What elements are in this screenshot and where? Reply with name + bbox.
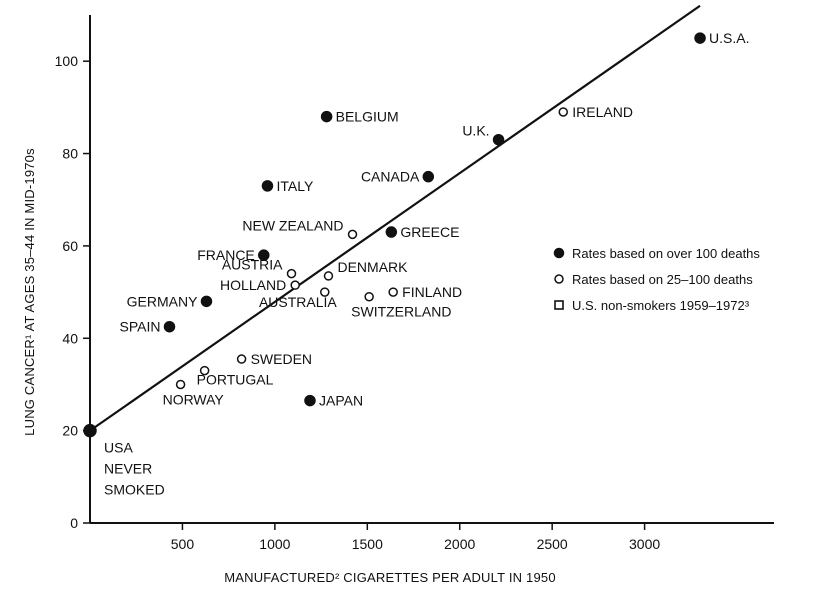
point-label-line: AUSTRALIA (259, 294, 337, 310)
data-point (492, 133, 505, 146)
point-label: AUSTRIA (222, 257, 283, 273)
point-label-line: ITALY (276, 178, 313, 194)
point-label-line: AUSTRIA (222, 257, 283, 273)
data-point (258, 249, 270, 261)
data-point (388, 287, 398, 297)
y-tick-label: 40 (62, 330, 78, 346)
point-label-line: JAPAN (319, 393, 363, 409)
legend-circle-marker (554, 274, 564, 284)
point-label-line: U.K. (462, 123, 489, 139)
point-label-line: SPAIN (120, 319, 161, 335)
data-point (320, 287, 330, 297)
point-label-line: CANADA (361, 169, 420, 185)
data-points (83, 32, 706, 438)
point-label: PORTUGAL (197, 372, 274, 388)
point-label: BELGIUM (336, 109, 399, 125)
regression-line-layer (89, 4, 701, 432)
y-tick-label: 60 (62, 238, 78, 254)
data-point (347, 229, 358, 240)
point-label-line: SWEDEN (251, 351, 312, 367)
point-label-line: SMOKED (104, 482, 165, 498)
point-label: GREECE (400, 224, 459, 240)
legend-label: Rates based on 25–100 deaths (572, 272, 753, 287)
point-label-line: FINLAND (402, 284, 462, 300)
point-label-line: BELGIUM (336, 109, 399, 125)
point-label: FINLAND (402, 284, 462, 300)
point-label-line: U.S.A. (709, 30, 749, 46)
legend-square-marker (554, 300, 564, 310)
point-label: SWEDEN (251, 351, 312, 367)
data-point (320, 110, 333, 123)
x-tick-label: 1000 (259, 536, 290, 552)
data-point (364, 291, 374, 302)
point-label: IRELAND (572, 104, 633, 120)
data-point (323, 271, 334, 281)
point-label-line: HOLLAND (220, 277, 286, 293)
point-label: AUSTRALIA (259, 294, 337, 310)
legend-label: U.S. non-smokers 1959–1972³ (572, 298, 750, 313)
point-label-line: FRANCE (197, 247, 255, 263)
legend-circle-marker (553, 247, 565, 259)
axes: 0 20 40 60 80 100 500 1000 1500 2000 2500 3000 (55, 15, 774, 552)
data-point (175, 379, 186, 390)
x-tick-label: 1500 (352, 536, 383, 552)
point-label: U.S.A. (709, 30, 749, 46)
data-point (558, 107, 569, 117)
x-axis-label: MANUFACTURED² CIGARETTES PER ADULT IN 19… (224, 570, 556, 585)
point-label: U.K. (462, 123, 489, 139)
point-label: FRANCE (197, 247, 255, 263)
data-point (694, 32, 706, 44)
data-point (199, 365, 210, 376)
point-label: HOLLAND (220, 277, 286, 293)
y-tick-label: 80 (62, 146, 78, 162)
data-point (304, 394, 316, 407)
regression-line (89, 4, 701, 432)
point-label: NEW ZEALAND (242, 217, 343, 233)
point-label: CANADA (361, 169, 420, 185)
point-label: SPAIN (120, 319, 161, 335)
legend: Rates based on over 100 deaths Rates base… (553, 246, 760, 313)
data-point (200, 295, 213, 308)
point-label-line: NEVER (104, 461, 152, 477)
data-point (236, 354, 247, 364)
x-tick-label: 500 (171, 536, 195, 552)
point-label-line: IRELAND (572, 104, 633, 120)
point-label-line: DENMARK (337, 259, 408, 275)
data-point (163, 320, 176, 333)
data-point (385, 226, 398, 238)
point-label: ITALY (276, 178, 313, 194)
point-label: NORWAY (163, 391, 225, 407)
y-axis-label: LUNG CANCER¹ AT AGES 35–44 IN MID-1970s (22, 148, 37, 436)
point-label-line: GERMANY (127, 293, 198, 309)
data-point (422, 170, 435, 183)
point-label: DENMARK (337, 259, 408, 275)
point-label-line: NORWAY (163, 391, 225, 407)
y-tick-label: 0 (70, 515, 78, 531)
x-tick-label: 3000 (629, 536, 660, 552)
legend-label: Rates based on over 100 deaths (572, 246, 760, 261)
point-label: GERMANY (127, 293, 198, 309)
point-labels: U.S.A. IRELAND U.K. BELGIUM CANADA ITALY NEW Z… (104, 30, 750, 498)
point-label: JAPAN (319, 393, 363, 409)
point-label: SWITZERLAND (351, 304, 451, 320)
point-label-line: PORTUGAL (197, 372, 274, 388)
point-label-line: NEW ZEALAND (242, 217, 343, 233)
y-tick-label: 20 (62, 423, 78, 439)
data-point (286, 268, 297, 279)
point-label-line: GREECE (400, 224, 459, 240)
data-point (290, 280, 300, 290)
x-tick-label: 2000 (444, 536, 475, 552)
data-point (83, 423, 97, 438)
x-tick-label: 2500 (537, 536, 568, 552)
point-label-line: SWITZERLAND (351, 304, 451, 320)
data-point (261, 180, 274, 192)
point-label: USA NEVER SMOKED (104, 440, 165, 498)
point-label-line: USA (104, 440, 133, 456)
y-tick-label: 100 (55, 53, 79, 69)
